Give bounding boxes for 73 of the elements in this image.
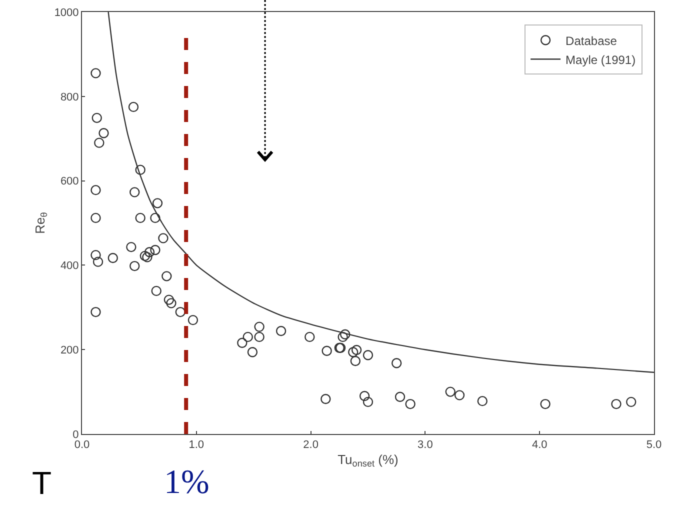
point bbox=[626, 396, 636, 408]
point bbox=[445, 386, 456, 397]
ref-line-label: 1% bbox=[164, 464, 210, 501]
line-series bbox=[108, 12, 654, 373]
point bbox=[128, 102, 139, 112]
y-tick-label: 600 bbox=[60, 176, 79, 188]
point bbox=[158, 233, 168, 244]
point bbox=[351, 344, 362, 356]
point bbox=[144, 247, 155, 258]
point bbox=[304, 332, 315, 342]
point bbox=[477, 396, 488, 406]
point bbox=[322, 346, 332, 356]
point bbox=[90, 68, 101, 78]
point bbox=[348, 347, 358, 358]
x-tick-label: 2.0 bbox=[303, 439, 318, 452]
legend-label: Mayle (1991) bbox=[566, 52, 636, 67]
point bbox=[130, 187, 140, 198]
point bbox=[359, 390, 370, 402]
point bbox=[254, 332, 264, 342]
point bbox=[320, 394, 331, 404]
point bbox=[92, 112, 102, 124]
x-tick-label: 3.0 bbox=[418, 439, 433, 452]
point bbox=[130, 260, 140, 272]
point bbox=[237, 338, 248, 348]
point bbox=[135, 212, 146, 224]
point bbox=[142, 252, 152, 262]
point bbox=[362, 350, 374, 360]
point bbox=[90, 250, 101, 260]
point bbox=[151, 286, 162, 296]
point bbox=[94, 138, 104, 148]
point bbox=[166, 298, 176, 308]
y-tick-label: 200 bbox=[60, 344, 79, 356]
point bbox=[90, 212, 101, 224]
x-axis-title: Tu$_{onset}$ (%) bbox=[338, 452, 398, 469]
point bbox=[454, 390, 465, 400]
point bbox=[392, 358, 402, 368]
point bbox=[140, 250, 150, 262]
x-tick-label: 5.0 bbox=[646, 439, 662, 452]
legend-label: Database bbox=[566, 34, 618, 48]
point bbox=[254, 322, 264, 332]
point bbox=[164, 294, 174, 305]
x-tick-label: 1.0 bbox=[188, 439, 204, 452]
point bbox=[150, 244, 160, 256]
point bbox=[92, 256, 104, 267]
point bbox=[108, 252, 118, 264]
point bbox=[175, 306, 186, 318]
point bbox=[540, 398, 550, 410]
point bbox=[276, 326, 286, 336]
point bbox=[394, 392, 406, 402]
point bbox=[247, 347, 258, 358]
point bbox=[188, 314, 198, 326]
point bbox=[98, 128, 109, 138]
point bbox=[405, 398, 416, 410]
point bbox=[152, 198, 163, 208]
y-tick-label: 0 bbox=[72, 428, 79, 441]
point bbox=[90, 306, 101, 318]
y-tick-label: 400 bbox=[60, 260, 79, 272]
point bbox=[150, 212, 160, 224]
y-tick-label: 800 bbox=[60, 91, 79, 104]
point bbox=[362, 396, 374, 408]
point bbox=[126, 242, 136, 252]
point bbox=[242, 332, 253, 342]
point bbox=[350, 356, 361, 366]
point bbox=[340, 329, 350, 340]
point bbox=[611, 398, 622, 410]
x-tick-label: 4.0 bbox=[532, 439, 548, 452]
point bbox=[90, 184, 101, 196]
x-tick-label: 0.0 bbox=[74, 439, 90, 452]
y-tick-label: 1000 bbox=[54, 6, 79, 19]
point bbox=[135, 164, 146, 175]
point bbox=[162, 271, 172, 282]
text: T bbox=[32, 465, 52, 501]
point bbox=[338, 332, 348, 342]
